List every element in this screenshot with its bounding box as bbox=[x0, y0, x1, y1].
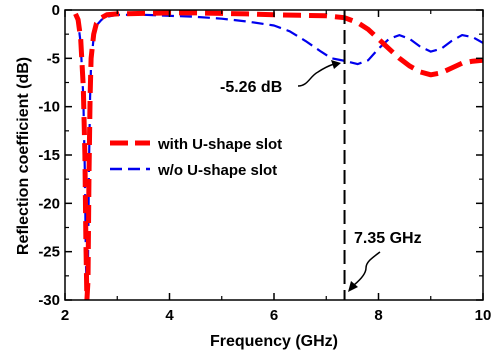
legend-label-without-slot: w/o U-shape slot bbox=[157, 162, 277, 179]
x-tick-label: 4 bbox=[165, 307, 174, 324]
y-tick-label: -5 bbox=[47, 50, 60, 67]
annotation-db-arrowhead bbox=[331, 60, 341, 69]
annotation-ghz: 7.35 GHz bbox=[354, 230, 422, 247]
y-tick-label: -15 bbox=[38, 147, 60, 164]
y-tick-label: -25 bbox=[38, 244, 60, 261]
legend: with U-shape slot w/o U-shape slot bbox=[110, 136, 282, 179]
x-axis-title: Frequency (GHz) bbox=[210, 333, 338, 350]
annotation-db-arrow bbox=[297, 63, 335, 87]
series-line-with-slot bbox=[73, 10, 483, 300]
x-tick-label: 10 bbox=[475, 307, 492, 324]
legend-label-with-slot: with U-shape slot bbox=[157, 136, 282, 153]
annotation-db: -5.26 dB bbox=[220, 79, 282, 96]
y-axis-title: Reflection coefficient (dB) bbox=[15, 57, 32, 255]
x-tick-label: 8 bbox=[374, 307, 382, 324]
ticks-layer bbox=[64, 9, 484, 301]
y-tick-label: -20 bbox=[38, 195, 60, 212]
plot-frame bbox=[64, 9, 484, 301]
annotation-ghz-arrowhead bbox=[348, 281, 358, 292]
x-tick-label: 6 bbox=[270, 307, 278, 324]
y-tick-label: 0 bbox=[52, 2, 60, 19]
series-line-without-slot bbox=[74, 13, 483, 300]
annotation-ghz-arrow bbox=[353, 251, 381, 286]
series-layer bbox=[73, 10, 483, 300]
y-tick-label: -10 bbox=[38, 99, 60, 116]
y-tick-label: -30 bbox=[38, 292, 60, 309]
x-tick-label: 2 bbox=[61, 307, 69, 324]
tick-labels-layer: 2 4 6 8 10 0 -5 -10 -15 -20 -25 -30 bbox=[38, 2, 491, 324]
